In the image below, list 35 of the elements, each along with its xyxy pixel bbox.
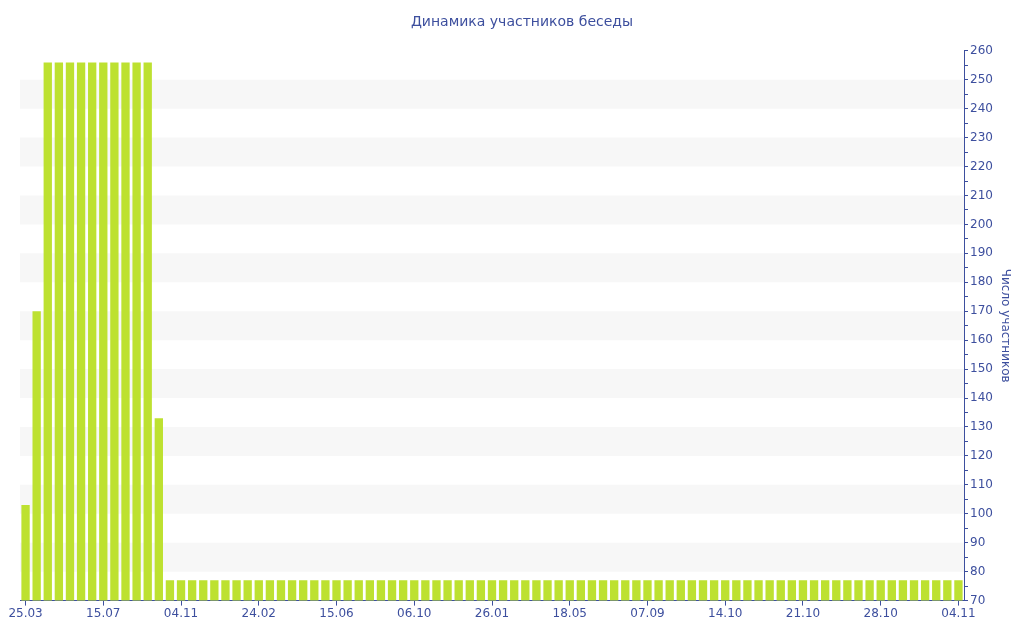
y-tick-label: 90 <box>970 534 986 549</box>
x-tick-label: 18.05 <box>552 605 587 620</box>
x-tick-label: 04.11 <box>163 605 199 620</box>
x-tick-label: 25.03 <box>8 605 43 620</box>
x-tick-label: 07.09 <box>630 605 665 620</box>
y-tick-label: 150 <box>970 361 993 376</box>
y-tick-label: 250 <box>970 71 993 86</box>
y-tick-label: 130 <box>970 419 993 434</box>
y-tick-label: 220 <box>970 158 993 173</box>
x-tick-label: 14.10 <box>708 605 743 620</box>
y-tick-label: 180 <box>970 274 993 289</box>
x-tick-label: 15.07 <box>86 605 121 620</box>
x-tick-label: 28.10 <box>863 605 898 620</box>
x-tick-label: 04.11 <box>941 605 976 620</box>
y-tick-label: 230 <box>970 129 993 144</box>
y-tick-label: 70 <box>970 592 986 607</box>
y-tick-label: 190 <box>970 245 993 260</box>
y-tick-label: 110 <box>970 476 993 491</box>
y-tick-label: 260 <box>970 42 993 57</box>
chart-title: Динамика участников беседы <box>410 13 634 30</box>
x-tick-label: 06.10 <box>397 605 432 620</box>
y-tick-label: 200 <box>970 216 993 231</box>
x-tick-label: 15.06 <box>319 605 354 620</box>
y-tick-label: 100 <box>970 505 993 520</box>
x-tick-label: 26.01 <box>474 605 510 620</box>
y-tick-label: 170 <box>970 303 993 318</box>
y-tick-label: 120 <box>970 448 993 463</box>
y-tick-label: 210 <box>970 187 993 202</box>
y-axis-title: Число участников <box>998 268 1013 383</box>
y-tick-label: 240 <box>970 100 993 115</box>
y-tick-label: 140 <box>970 390 993 405</box>
y-tick-label: 160 <box>970 332 993 347</box>
x-tick-label: 24.02 <box>241 605 276 620</box>
y-tick-label: 80 <box>970 563 986 578</box>
x-tick-label: 21.10 <box>785 605 821 620</box>
